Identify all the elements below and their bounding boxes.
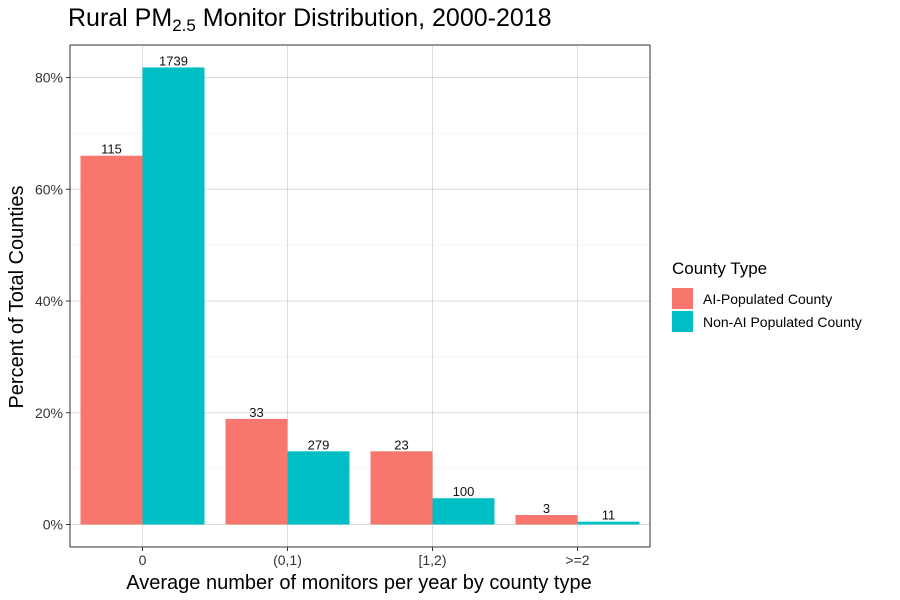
bar-non-ai-populated (287, 451, 350, 525)
bar-value-label: 1739 (159, 53, 188, 68)
legend-title: County Type (672, 259, 768, 278)
bar-labels: 115 33 23 3 1739 279 100 11 (101, 53, 615, 522)
bar-value-label: 115 (101, 142, 122, 157)
bar-value-label: 279 (308, 437, 330, 452)
bars (80, 67, 640, 525)
bar-non-ai-populated (577, 521, 640, 525)
legend-item-non-ai-populated: Non-AI Populated County (672, 310, 862, 333)
y-tick-label: 0% (43, 517, 63, 533)
legend: County Type AI-Populated County Non-AI P… (672, 259, 862, 333)
chart-title-subscript: 2.5 (172, 16, 196, 35)
bar-value-label: 33 (249, 405, 263, 420)
x-axis-title: Average number of monitors per year by c… (126, 572, 591, 594)
x-tick-label: (0,1) (273, 552, 302, 568)
y-axis-title: Percent of Total Counties (6, 185, 28, 408)
bar-non-ai-populated (432, 498, 495, 525)
legend-swatch-non-ai-populated (672, 311, 693, 332)
chart-title-rest: Monitor Distribution, 2000-2018 (195, 4, 552, 32)
bar-non-ai-populated (142, 67, 205, 525)
y-tick-label: 80% (35, 70, 63, 86)
bar-ai-populated (80, 155, 143, 525)
legend-swatch-ai-populated (672, 288, 693, 309)
bar-value-label: 100 (453, 484, 475, 499)
bar-value-label: 3 (543, 501, 550, 516)
y-axis-ticks: 0% 20% 40% 60% 80% (35, 70, 70, 533)
y-tick-label: 20% (35, 405, 63, 421)
x-tick-label: >=2 (565, 552, 589, 568)
bar-value-label: 23 (394, 437, 408, 452)
panel-border (69, 44, 651, 548)
y-tick-label: 60% (35, 181, 63, 197)
legend-item-ai-populated: AI-Populated County (672, 287, 862, 310)
legend-label-non-ai-populated: Non-AI Populated County (703, 313, 862, 330)
bar-value-label: 11 (602, 508, 616, 523)
bar-ai-populated (225, 418, 288, 525)
y-tick-label: 40% (35, 293, 63, 309)
chart-title-main: Rural PM (68, 4, 173, 32)
x-tick-label: 0 (139, 552, 147, 568)
chart-title: Rural PM2.5 Monitor Distribution, 2000-2… (68, 4, 552, 36)
bar-ai-populated (370, 451, 433, 525)
bar-ai-populated (515, 515, 578, 525)
legend-label-ai-populated: AI-Populated County (703, 290, 833, 307)
x-tick-label: [1,2) (418, 552, 446, 568)
x-axis-ticks: 0 (0,1) [1,2) >=2 (139, 547, 590, 568)
